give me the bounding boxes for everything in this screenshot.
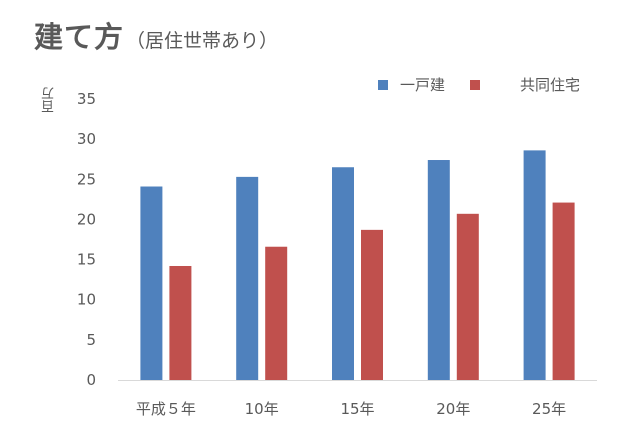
- bar-series-1: [140, 186, 163, 380]
- chart-subtitle: （居住世帯あり）: [126, 30, 279, 52]
- chart-title: 建て方 （居住世帯あり）: [34, 14, 278, 56]
- bar-series-1: [427, 160, 450, 380]
- bar-series-2: [456, 213, 479, 380]
- y-tick-label: 15: [77, 251, 96, 269]
- legend-label-series-2: 共同住宅: [520, 76, 581, 94]
- bar-series-1: [332, 167, 354, 380]
- x-tick-label: 25年: [532, 400, 566, 418]
- x-tick-label: 10年: [245, 400, 279, 418]
- legend-item-series-2: 共同住宅: [470, 74, 580, 95]
- legend-item-series-1: 一戸建: [378, 74, 445, 95]
- bar-series-1: [523, 150, 546, 380]
- y-tick-label: 30: [77, 130, 96, 148]
- x-tick-label: 平成５年: [136, 400, 196, 418]
- bar-series-2: [552, 202, 575, 380]
- legend-swatch-series-1: [378, 79, 388, 90]
- x-tick-label: 15年: [340, 400, 374, 418]
- x-tick-label: 20年: [436, 400, 470, 418]
- chart-title-main: 建て方: [34, 20, 125, 54]
- legend-swatch-series-2: [470, 79, 480, 90]
- bar-series-2: [361, 229, 383, 380]
- bar-series-2: [265, 246, 288, 380]
- y-tick-label: 0: [86, 371, 96, 389]
- y-tick-label: 10: [77, 291, 96, 309]
- y-tick-label: 35: [77, 90, 96, 108]
- legend-label-series-1: 一戸建: [400, 76, 446, 94]
- bar-series-1: [236, 176, 259, 380]
- bar-series-2: [169, 265, 192, 380]
- y-tick-label: 5: [86, 331, 96, 349]
- y-tick-label: 25: [77, 170, 96, 188]
- y-tick-label: 20: [77, 210, 96, 228]
